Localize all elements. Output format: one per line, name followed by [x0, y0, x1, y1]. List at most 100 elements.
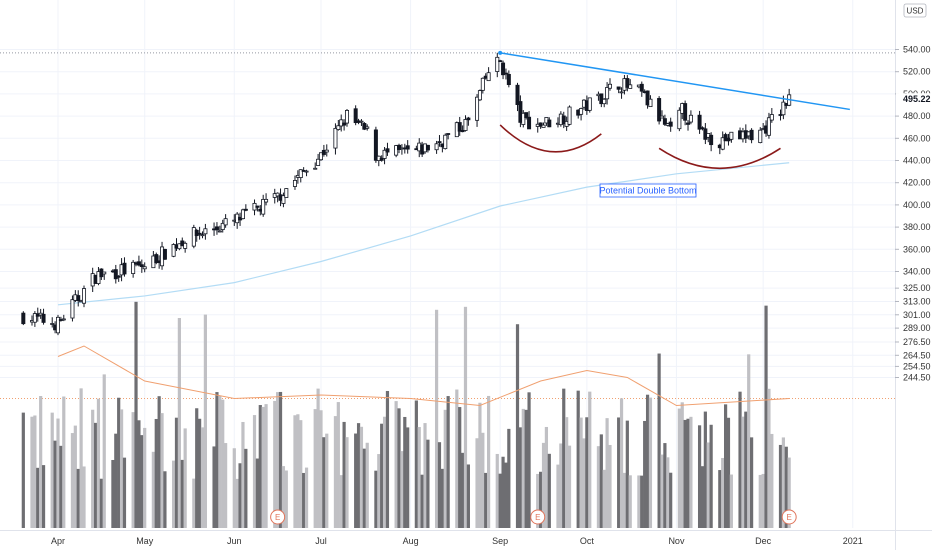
- volume-bar: [423, 423, 427, 528]
- candle-body: [298, 169, 303, 178]
- candle-body: [668, 121, 673, 127]
- candle: [240, 208, 245, 220]
- candle-body: [498, 60, 503, 63]
- candle-body: [434, 143, 439, 151]
- volume-bar: [39, 396, 43, 528]
- candle-body: [709, 134, 714, 146]
- volume-bar: [244, 448, 248, 528]
- volume-bar: [440, 468, 444, 528]
- candle-body: [466, 117, 471, 121]
- candle-body: [32, 313, 37, 323]
- volume-bar: [140, 435, 144, 528]
- candle-body: [261, 198, 266, 215]
- volume-bar: [56, 418, 60, 528]
- candle-body: [524, 112, 529, 118]
- candle-body: [50, 323, 55, 325]
- volume-bar: [96, 398, 101, 528]
- volume-bar: [596, 446, 601, 528]
- candle: [460, 125, 465, 133]
- candle-body: [405, 145, 410, 150]
- candle: [749, 128, 754, 144]
- candle: [284, 188, 289, 198]
- volume-bar: [33, 415, 37, 528]
- candle-body: [527, 116, 532, 130]
- volume-bar: [325, 433, 329, 528]
- candle: [32, 311, 37, 327]
- candle: [394, 144, 399, 158]
- candle: [515, 82, 520, 112]
- candle-body: [515, 84, 520, 105]
- candle: [541, 122, 546, 128]
- volume-bar: [218, 395, 222, 528]
- volume-bar: [342, 421, 346, 528]
- candle-body: [379, 157, 384, 161]
- volume-bar: [362, 448, 366, 528]
- candle-body: [587, 97, 592, 111]
- candle-body: [41, 313, 46, 323]
- candle: [527, 111, 532, 130]
- candle: [324, 144, 329, 157]
- volume-bar: [62, 396, 66, 528]
- price-tick-label-18: 244.50: [903, 373, 931, 383]
- volume-bar: [628, 475, 632, 528]
- volume-bar: [151, 451, 155, 528]
- volume-bar: [605, 418, 609, 528]
- candle: [446, 133, 451, 140]
- volume-bar: [336, 402, 340, 528]
- volume-bar: [764, 305, 768, 528]
- price-axis[interactable]: 540.00520.00500.00480.00460.00440.00420.…: [895, 0, 932, 550]
- volume-bar: [160, 413, 164, 528]
- volume-bar: [498, 473, 502, 528]
- candle-body: [240, 209, 245, 220]
- volume-bar: [643, 420, 647, 528]
- time-axis[interactable]: Apr May Jun Jul Aug Sep Oct Nov Dec 2021: [0, 530, 932, 547]
- volume-bar: [276, 392, 280, 528]
- volume-bar: [750, 437, 754, 528]
- candle: [333, 123, 338, 155]
- bottom-arc-1: [499, 124, 602, 153]
- candle: [506, 70, 511, 88]
- candle: [50, 317, 55, 328]
- candle-body: [688, 114, 693, 123]
- volume-bar: [689, 416, 693, 528]
- volume-bar: [50, 412, 54, 528]
- volume-bar: [377, 454, 381, 528]
- volume-bar: [475, 438, 479, 528]
- volume-bar: [481, 432, 485, 528]
- candle-body: [292, 180, 297, 187]
- price-tick-label-6: 420.00: [903, 178, 931, 188]
- volume-bar: [507, 428, 511, 528]
- volume-bar: [322, 437, 326, 528]
- candle-body: [463, 119, 468, 131]
- volume-bar: [585, 417, 589, 528]
- volume-bar: [304, 467, 309, 528]
- volume-bar: [648, 397, 653, 528]
- volume-bar: [683, 419, 687, 528]
- volume-bar: [79, 388, 83, 528]
- candle: [723, 132, 728, 142]
- candle-body: [162, 248, 167, 260]
- candle-body: [648, 98, 653, 108]
- volume-bar: [455, 389, 459, 528]
- volume-moving-average: [57, 345, 790, 407]
- candle-body: [197, 232, 202, 235]
- volume-bar: [501, 456, 505, 528]
- volume-bar: [394, 401, 398, 528]
- candle-body: [683, 103, 688, 121]
- volume-bar: [163, 471, 167, 528]
- volume-bar: [30, 416, 34, 528]
- volume-bar: [299, 420, 303, 528]
- candle-body: [139, 264, 144, 267]
- candle: [486, 67, 491, 82]
- volume-bar: [91, 409, 95, 528]
- currency-badge-box: [903, 3, 927, 18]
- candle-body: [567, 106, 572, 125]
- candle-body: [501, 62, 506, 76]
- candle: [214, 222, 219, 235]
- volume-bar: [224, 443, 228, 528]
- candle: [434, 140, 439, 154]
- volume-bar: [458, 407, 462, 528]
- earnings-badge-2: E: [530, 509, 546, 525]
- volume-bar: [556, 464, 560, 528]
- volume-bar: [41, 465, 46, 528]
